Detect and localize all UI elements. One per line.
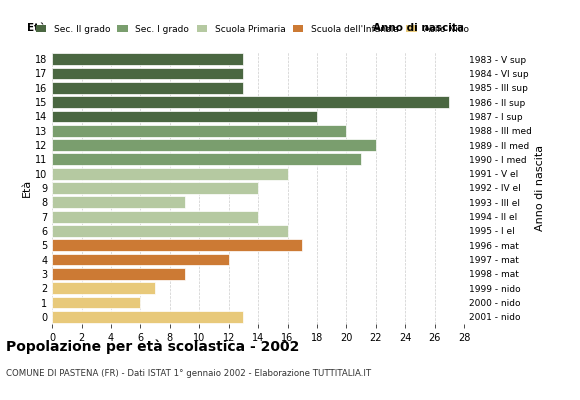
Bar bbox=[52, 239, 302, 251]
Y-axis label: Anno di nascita: Anno di nascita bbox=[535, 145, 545, 231]
Bar bbox=[52, 211, 258, 222]
Bar bbox=[52, 125, 346, 137]
Bar bbox=[52, 225, 288, 237]
Text: Popolazione per età scolastica - 2002: Popolazione per età scolastica - 2002 bbox=[6, 340, 299, 354]
Text: Età: Età bbox=[27, 23, 47, 33]
Bar bbox=[52, 182, 258, 194]
Bar bbox=[52, 254, 229, 266]
Bar bbox=[52, 96, 450, 108]
Bar bbox=[52, 168, 288, 180]
Bar bbox=[52, 139, 376, 151]
Bar bbox=[52, 68, 244, 79]
Bar bbox=[52, 53, 244, 65]
Bar bbox=[52, 268, 184, 280]
Text: COMUNE DI PASTENA (FR) - Dati ISTAT 1° gennaio 2002 - Elaborazione TUTTITALIA.IT: COMUNE DI PASTENA (FR) - Dati ISTAT 1° g… bbox=[6, 369, 371, 378]
Bar bbox=[52, 82, 244, 94]
Legend: Sec. II grado, Sec. I grado, Scuola Primaria, Scuola dell'Infanzia, Asilo Nido: Sec. II grado, Sec. I grado, Scuola Prim… bbox=[32, 21, 472, 37]
Bar bbox=[52, 196, 184, 208]
Y-axis label: Età: Età bbox=[22, 179, 32, 197]
Bar bbox=[52, 311, 244, 323]
Bar bbox=[52, 282, 155, 294]
Bar bbox=[52, 154, 361, 165]
Text: Anno di nascita: Anno di nascita bbox=[373, 23, 464, 33]
Bar bbox=[52, 110, 317, 122]
Bar bbox=[52, 297, 140, 308]
